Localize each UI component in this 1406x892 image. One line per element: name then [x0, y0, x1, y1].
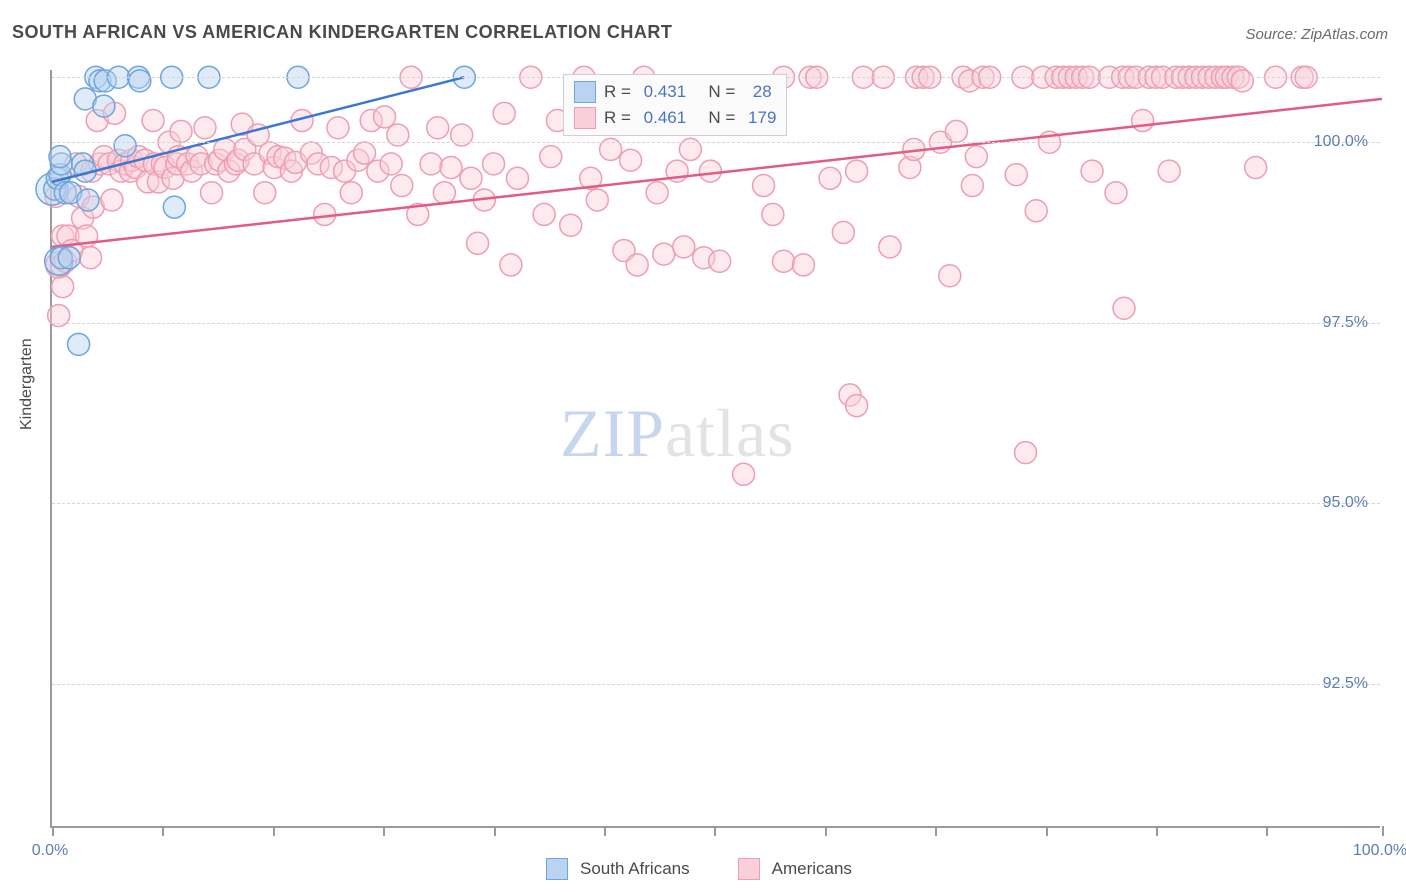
r-label: R =	[604, 79, 636, 105]
data-point	[507, 167, 529, 189]
r-value-am: 0.461	[644, 105, 687, 131]
data-point	[646, 182, 668, 204]
data-point	[391, 175, 413, 197]
data-point	[433, 182, 455, 204]
chart-title: SOUTH AFRICAN VS AMERICAN KINDERGARTEN C…	[12, 22, 672, 43]
data-point	[653, 243, 675, 265]
data-point	[1132, 110, 1154, 132]
data-point	[1158, 160, 1180, 182]
data-point	[163, 196, 185, 218]
data-point	[420, 153, 442, 175]
data-point	[879, 236, 901, 258]
data-point	[560, 214, 582, 236]
data-point	[673, 236, 695, 258]
swatch-am-bottom	[738, 858, 760, 880]
data-point	[1231, 70, 1253, 92]
data-point	[500, 254, 522, 276]
data-point	[194, 117, 216, 139]
data-point	[846, 395, 868, 417]
y-axis-label: Kindergarten	[18, 338, 36, 430]
ytick-label: 97.5%	[1323, 314, 1368, 332]
data-point	[467, 232, 489, 254]
data-point	[327, 117, 349, 139]
data-point	[819, 167, 841, 189]
swatch-sa	[574, 81, 596, 103]
data-point	[254, 182, 276, 204]
scatter-canvas	[52, 70, 1380, 826]
ytick-label: 92.5%	[1323, 675, 1368, 693]
data-point	[493, 102, 515, 124]
xtick-label: 100.0%	[1353, 842, 1406, 860]
data-point	[626, 254, 648, 276]
data-point	[1005, 164, 1027, 186]
data-point	[1113, 297, 1135, 319]
ytick-label: 100.0%	[1314, 133, 1368, 151]
data-point	[77, 189, 99, 211]
data-point	[483, 153, 505, 175]
series-name-sa: South Africans	[580, 859, 690, 879]
data-point	[49, 146, 71, 168]
data-point	[340, 182, 362, 204]
data-point	[762, 203, 784, 225]
swatch-am	[574, 107, 596, 129]
series-name-am: Americans	[772, 859, 852, 879]
data-point	[586, 189, 608, 211]
data-point	[939, 265, 961, 287]
data-point	[620, 149, 642, 171]
data-point	[427, 117, 449, 139]
series-legend: South Africans Americans	[546, 858, 852, 880]
data-point	[314, 203, 336, 225]
data-point	[58, 247, 80, 269]
data-point	[374, 106, 396, 128]
data-point	[68, 333, 90, 355]
data-point	[832, 221, 854, 243]
data-point	[170, 120, 192, 142]
plot-area: ZIPatlas 100.0%97.5%95.0%92.5%	[50, 70, 1380, 828]
data-point	[753, 175, 775, 197]
data-point	[533, 203, 555, 225]
data-point	[792, 254, 814, 276]
data-point	[733, 463, 755, 485]
legend-row-sa: R = 0.431 N = 28	[574, 79, 776, 105]
swatch-sa-bottom	[546, 858, 568, 880]
data-point	[101, 189, 123, 211]
xtick-label: 0.0%	[32, 842, 68, 860]
data-point	[945, 120, 967, 142]
n-label: N =	[694, 105, 740, 131]
data-point	[380, 153, 402, 175]
r-value-sa: 0.431	[644, 79, 687, 105]
data-point	[1105, 182, 1127, 204]
data-point	[201, 182, 223, 204]
data-point	[965, 146, 987, 168]
r-label: R =	[604, 105, 636, 131]
data-point	[1081, 160, 1103, 182]
data-point	[354, 142, 376, 164]
correlation-legend: R = 0.431 N = 28 R = 0.461 N = 179	[563, 74, 787, 136]
data-point	[460, 167, 482, 189]
data-point	[709, 250, 731, 272]
n-value-sa: 28	[753, 79, 772, 105]
data-point	[773, 250, 795, 272]
data-point	[961, 175, 983, 197]
n-label: N =	[694, 79, 745, 105]
data-point	[1015, 442, 1037, 464]
data-point	[114, 135, 136, 157]
data-point	[1245, 156, 1267, 178]
data-point	[1025, 200, 1047, 222]
legend-row-am: R = 0.461 N = 179	[574, 105, 776, 131]
data-point	[52, 276, 74, 298]
source-label: Source: ZipAtlas.com	[1245, 26, 1388, 43]
n-value-am: 179	[748, 105, 776, 131]
data-point	[440, 156, 462, 178]
data-point	[129, 70, 151, 92]
data-point	[142, 110, 164, 132]
data-point	[846, 160, 868, 182]
data-point	[80, 247, 102, 269]
ytick-label: 95.0%	[1323, 494, 1368, 512]
data-point	[540, 146, 562, 168]
chart-container: SOUTH AFRICAN VS AMERICAN KINDERGARTEN C…	[0, 0, 1406, 892]
data-point	[699, 160, 721, 182]
data-point	[93, 95, 115, 117]
